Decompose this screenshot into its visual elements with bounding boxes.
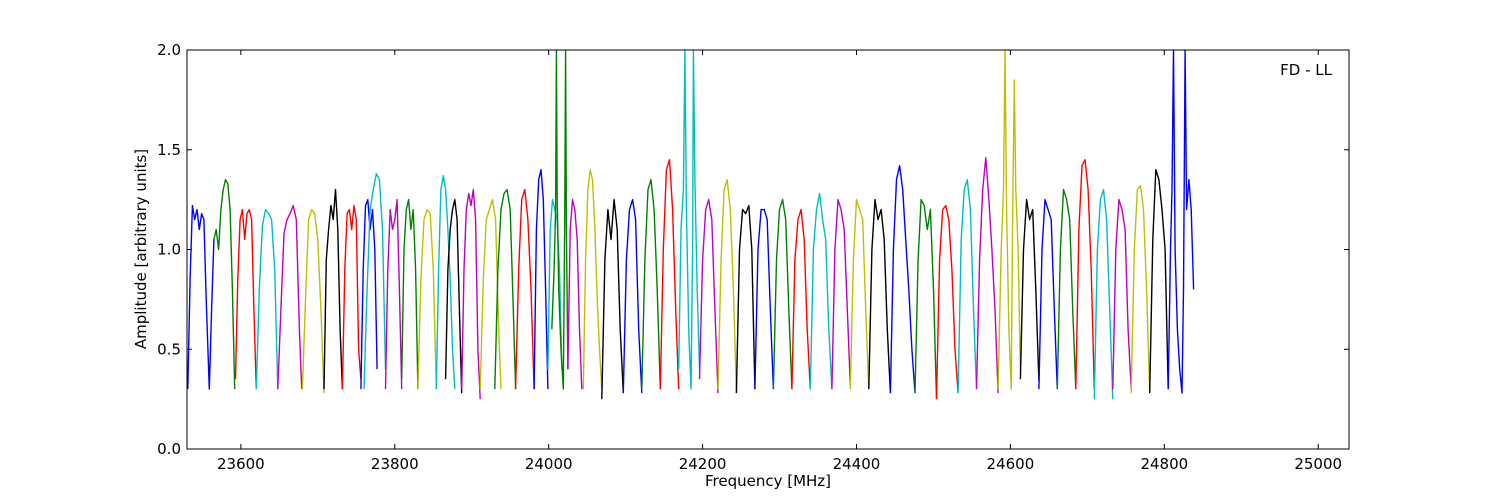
series-line-7 [341, 204, 362, 390]
series-line-39 [889, 164, 916, 394]
series-line-32 [754, 208, 775, 390]
series-line-38 [868, 198, 892, 394]
series-line-49 [1093, 188, 1114, 400]
x-tick-label-5: 24600 [987, 455, 1035, 473]
x-tick-label-3: 24200 [679, 455, 727, 473]
series-line-15 [461, 188, 481, 400]
series-line-9 [363, 172, 387, 390]
series-line-0 [187, 204, 215, 390]
series-line-34 [791, 208, 811, 390]
series-line-4 [277, 204, 303, 390]
series-line-27 [659, 158, 680, 390]
series-line-16 [479, 198, 502, 390]
series-line-50 [1112, 198, 1132, 390]
series-line-33 [772, 198, 793, 390]
x-tick-label-1: 23800 [371, 455, 419, 473]
series-line-51 [1130, 184, 1151, 394]
series-line-14 [444, 198, 463, 394]
series-line-3 [255, 208, 279, 390]
series-line-2 [234, 208, 257, 390]
series-line-48 [1075, 158, 1095, 390]
y-tick-label-3: 1.5 [157, 141, 181, 159]
series-line-22 [567, 198, 583, 390]
chart-annotation: FD - LL [1280, 61, 1332, 79]
y-tick-label-0: 0.0 [157, 440, 181, 458]
series-line-17 [494, 188, 517, 390]
series-line-37 [849, 198, 870, 390]
x-tick-label-2: 24000 [525, 455, 573, 473]
series-line-5 [301, 208, 325, 394]
series-line-52 [1149, 168, 1169, 394]
series-line-46 [1038, 198, 1058, 390]
series-line-47 [1056, 188, 1077, 390]
series-line-6 [323, 188, 344, 390]
series-line-41 [935, 204, 959, 400]
series-line-19 [533, 168, 549, 390]
series-line-10 [384, 198, 403, 390]
x-tick-label-6: 24800 [1140, 455, 1188, 473]
series-line-53 [1167, 50, 1195, 394]
series-line-29 [698, 198, 719, 394]
series-line-42 [957, 178, 978, 394]
series-line-8 [360, 198, 378, 390]
series-line-20 [547, 198, 563, 370]
series-line-44 [997, 50, 1022, 390]
y-tick-label-4: 2.0 [157, 41, 181, 59]
y-axis-label: Amplitude [arbitrary units] [132, 149, 150, 349]
series-line-43 [975, 156, 999, 394]
series-line-25 [622, 198, 643, 394]
series-line-31 [735, 204, 756, 394]
ticks-layer: 23600 23800 24000 24200 24400 24600 24800 25000… [157, 41, 1349, 473]
series-line-24 [601, 198, 624, 400]
y-tick-label-2: 1.0 [157, 241, 181, 259]
series-line-11 [401, 198, 419, 390]
series-line-21 [551, 50, 569, 390]
series-line-23 [582, 168, 603, 390]
series-line-1 [213, 178, 236, 390]
series-line-28 [678, 50, 701, 390]
series-line-36 [831, 198, 851, 390]
x-tick-label-0: 23600 [217, 455, 265, 473]
series-line-12 [417, 208, 437, 390]
series-line-40 [914, 198, 938, 400]
series-line-35 [809, 192, 833, 390]
series-layer [187, 50, 1195, 400]
series-line-18 [514, 188, 535, 390]
series-line-26 [641, 178, 661, 390]
x-axis-label: Frequency [MHz] [705, 472, 831, 490]
y-tick-label-1: 0.5 [157, 340, 181, 358]
x-tick-label-7: 25000 [1294, 455, 1342, 473]
series-line-45 [1019, 198, 1040, 382]
series-line-30 [717, 178, 738, 394]
x-tick-label-4: 24400 [833, 455, 881, 473]
series-line-13 [435, 174, 456, 390]
